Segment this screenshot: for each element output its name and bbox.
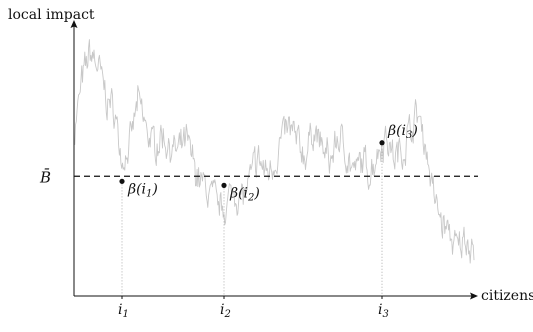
x-tick-base: i — [118, 302, 122, 318]
impact-curve-path — [73, 39, 475, 264]
point-label-sub: 3 — [406, 130, 412, 141]
x-tick-sub: 1 — [122, 309, 128, 320]
point-label-3: β(i3) — [387, 123, 418, 141]
x-axis-arrow — [470, 292, 478, 300]
marker-point-1 — [119, 178, 125, 184]
x-tick-label-2: i2 — [220, 302, 231, 320]
point-label-sub: 2 — [247, 192, 254, 203]
threshold-label: B̄ — [39, 168, 51, 186]
point-label-tail: ) — [151, 181, 157, 197]
x-tick-label-1: i1 — [118, 302, 129, 320]
point-label-base: β(i — [127, 181, 146, 197]
point-label-sub: 1 — [146, 188, 152, 199]
point-label-base: β(i — [229, 185, 248, 201]
point-label-tail: ) — [253, 185, 259, 201]
point-label-1: β(i1) — [127, 181, 158, 199]
x-tick-label-3: i3 — [378, 302, 389, 320]
random-walk-curve — [73, 39, 475, 264]
y-axis-label: local impact — [8, 7, 95, 23]
marker-point-3 — [379, 140, 385, 146]
marker-point-2 — [221, 182, 227, 188]
point-label-tail: ) — [411, 123, 417, 139]
point-label-2: β(i2) — [229, 185, 260, 203]
marker-layer: i1β(i1)i2β(i2)i3β(i3) — [118, 123, 418, 320]
x-axis-label: citizens — [481, 288, 533, 304]
x-tick-base: i — [220, 302, 224, 318]
marker-guides — [121, 142, 383, 296]
x-tick-base: i — [378, 302, 382, 318]
y-axis-arrow — [70, 20, 78, 28]
x-tick-sub: 3 — [382, 309, 388, 320]
x-tick-sub: 2 — [223, 309, 230, 320]
point-label-base: β(i — [387, 123, 406, 139]
